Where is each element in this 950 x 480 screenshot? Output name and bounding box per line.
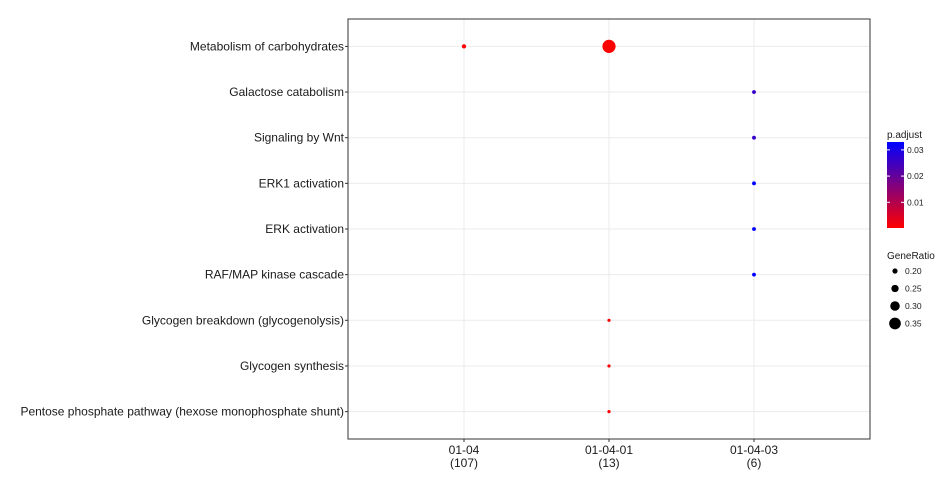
size-legend-label: 0.30 (905, 301, 922, 311)
size-legend-dot (890, 301, 900, 311)
y-tick-label: Pentose phosphate pathway (hexose monoph… (20, 405, 344, 419)
size-legend-label: 0.25 (905, 284, 922, 294)
y-tick-label: Signaling by Wnt (254, 131, 345, 145)
color-legend-label: 0.03 (907, 145, 924, 155)
color-legend-label: 0.02 (907, 171, 924, 181)
data-point (607, 410, 611, 414)
size-legend-dot (889, 317, 901, 330)
color-legend-title: p.adjust (887, 130, 922, 141)
data-point (752, 181, 756, 186)
color-legend-bar (887, 142, 904, 228)
data-point (607, 364, 611, 368)
y-tick-label: Galactose catabolism (229, 85, 344, 99)
x-tick-label: 01-04-03 (730, 443, 778, 457)
data-point (752, 227, 756, 231)
y-tick-label: Glycogen breakdown (glycogenolysis) (142, 313, 344, 327)
y-tick-label: RAF/MAP kinase cascade (205, 268, 344, 282)
data-point (602, 39, 616, 53)
color-legend-label: 0.01 (907, 197, 924, 207)
y-tick-label: Glycogen synthesis (240, 359, 344, 373)
size-legend-label: 0.20 (905, 266, 922, 276)
y-tick-label: ERK activation (265, 222, 344, 236)
x-tick-label: 01-04-01 (585, 443, 633, 457)
data-point (752, 90, 756, 94)
x-tick-label: 01-04 (449, 443, 480, 457)
x-tick-count: (107) (450, 456, 478, 470)
y-tick-label: ERK1 activation (259, 176, 344, 190)
size-legend-label: 0.35 (905, 319, 922, 329)
size-legend-dot (891, 284, 899, 293)
data-point (461, 44, 467, 49)
data-point (752, 135, 756, 140)
size-legend-dot (892, 268, 898, 274)
data-point (607, 318, 611, 322)
x-tick-count: (6) (747, 456, 762, 470)
x-tick-count: (13) (598, 456, 619, 470)
size-legend-title: GeneRatio (887, 251, 935, 262)
y-tick-label: Metabolism of carbohydrates (190, 39, 344, 53)
data-point (752, 272, 756, 277)
